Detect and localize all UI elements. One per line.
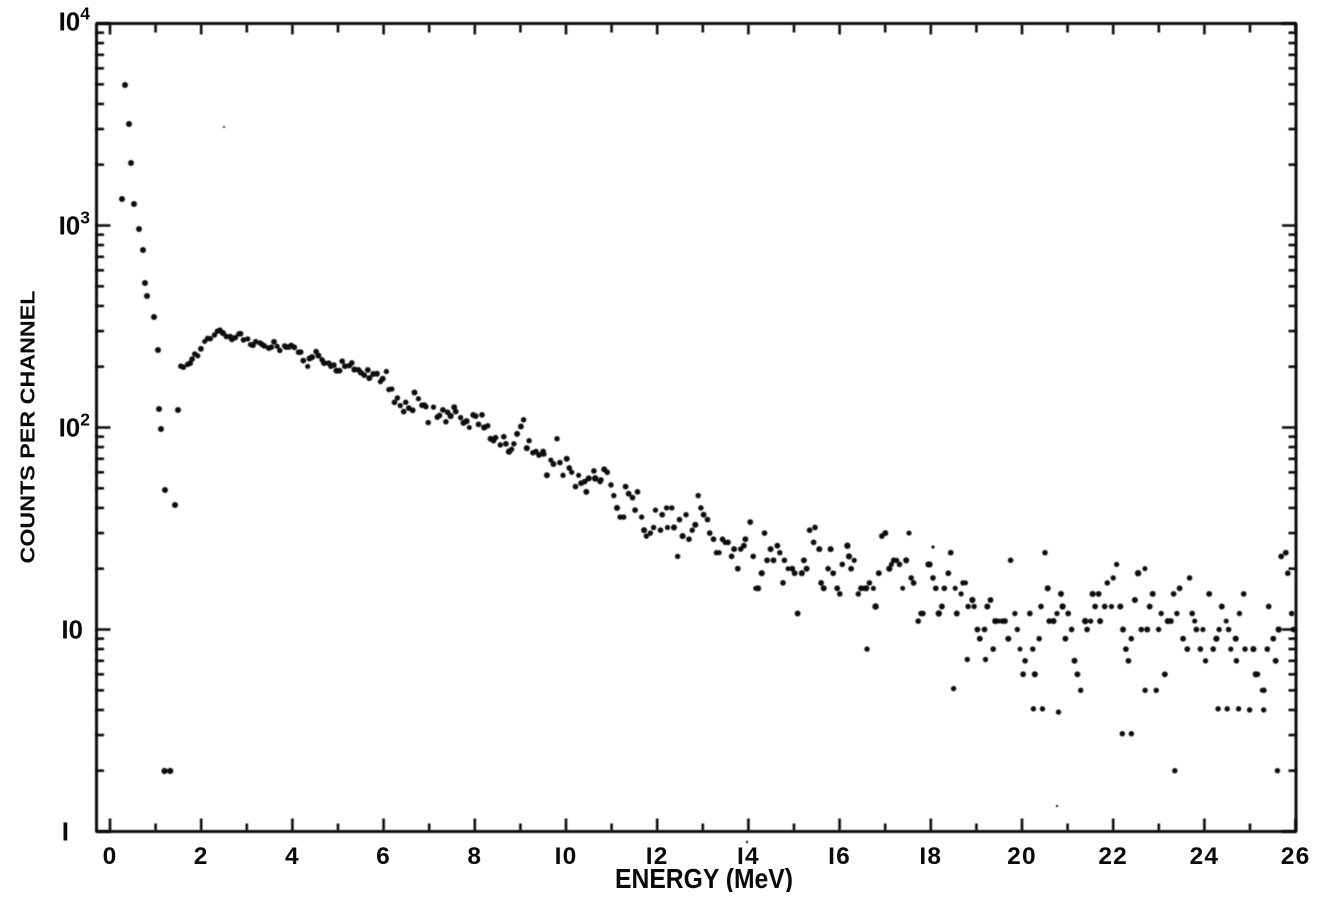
svg-text:COUNTS PER CHANNEL: COUNTS PER CHANNEL	[17, 291, 40, 564]
svg-text:26: 26	[1281, 843, 1311, 870]
svg-text:2: 2	[194, 843, 209, 870]
svg-text:22: 22	[1098, 843, 1128, 870]
svg-text:24: 24	[1190, 843, 1220, 870]
svg-text:I0: I0	[555, 843, 578, 870]
svg-text:I6: I6	[828, 843, 851, 870]
svg-text:20: 20	[1007, 843, 1037, 870]
svg-text:8: 8	[467, 843, 482, 870]
svg-text:4: 4	[285, 843, 300, 870]
svg-text:0: 0	[103, 843, 118, 870]
svg-text:I8: I8	[919, 843, 942, 870]
svg-text:6: 6	[376, 843, 391, 870]
svg-text:I4: I4	[737, 843, 760, 870]
svg-text:I: I	[62, 817, 69, 847]
svg-text:I0: I0	[61, 615, 83, 645]
svg-text:I2: I2	[646, 843, 669, 870]
svg-text:ENERGY (MeV): ENERGY (MeV)	[615, 863, 793, 892]
